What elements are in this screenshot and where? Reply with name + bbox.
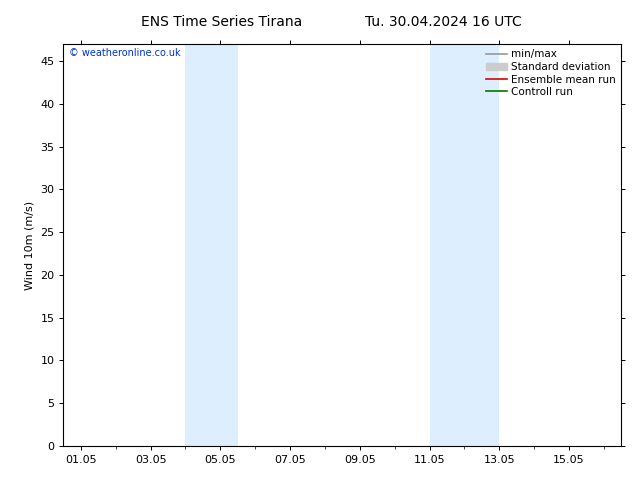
Bar bbox=[185, 44, 238, 446]
Text: ENS Time Series Tirana: ENS Time Series Tirana bbox=[141, 15, 302, 29]
Legend: min/max, Standard deviation, Ensemble mean run, Controll run: min/max, Standard deviation, Ensemble me… bbox=[486, 49, 616, 97]
Y-axis label: Wind 10m (m/s): Wind 10m (m/s) bbox=[25, 200, 35, 290]
Text: Tu. 30.04.2024 16 UTC: Tu. 30.04.2024 16 UTC bbox=[365, 15, 522, 29]
Bar bbox=[429, 44, 500, 446]
Text: © weatheronline.co.uk: © weatheronline.co.uk bbox=[69, 48, 181, 58]
